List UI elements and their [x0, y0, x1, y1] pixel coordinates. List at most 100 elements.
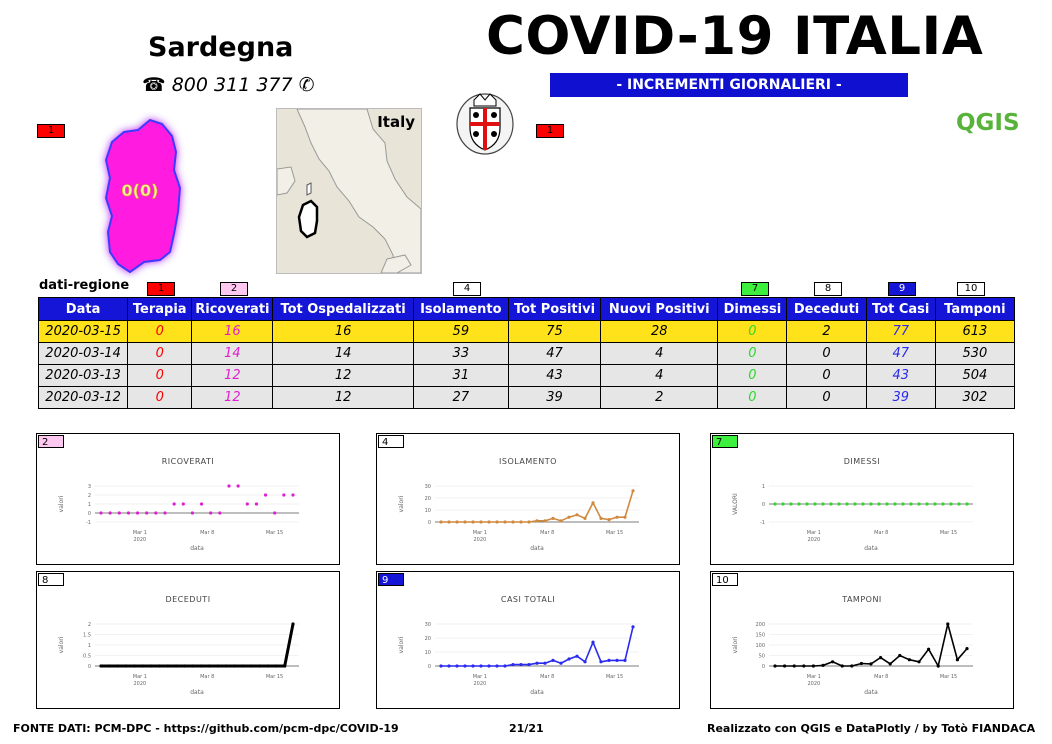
- col-header-terapia: Terapia: [127, 297, 193, 321]
- data-point: [503, 520, 507, 524]
- y-tick-label: 0: [88, 664, 91, 670]
- data-point: [224, 664, 228, 668]
- data-point: [957, 502, 961, 506]
- chart-deceduti: 8 DECEDUTI 2 1.5 1 0.5 0 valori Mar 1 2020 Mar 8 Ma…: [36, 571, 340, 709]
- cell-ricoverati: 12: [191, 364, 274, 387]
- cell-tot-ospedalizzati: 12: [272, 386, 414, 409]
- footer-credits: Realizzato con QGIS e DataPlotly / by To…: [707, 722, 1036, 735]
- data-point: [885, 502, 889, 506]
- terapia-badge-right: 1: [536, 124, 564, 138]
- data-point: [789, 502, 793, 506]
- data-point: [859, 661, 863, 666]
- table-caption: dati-regione: [39, 278, 130, 293]
- badge-isolamento: 4: [453, 282, 481, 296]
- col-header-dimessi: Dimessi: [717, 297, 788, 321]
- cell-dimessi: 0: [717, 386, 788, 409]
- y-tick-label: 20: [425, 496, 431, 502]
- footer-page-number: 21/21: [509, 722, 544, 735]
- x-tick-label: Mar 8: [200, 674, 214, 680]
- cell-tot-casi: 77: [865, 320, 936, 343]
- y-tick-label: -1: [86, 520, 91, 526]
- cell-deceduti: 0: [786, 342, 867, 365]
- data-point: [535, 661, 539, 665]
- chart-title: CASI TOTALI: [501, 595, 555, 604]
- data-point: [925, 502, 929, 506]
- y-tick-label: 2: [88, 493, 91, 499]
- data-point: [479, 664, 483, 668]
- x-tick-label: Mar 1: [133, 530, 147, 536]
- data-point: [949, 502, 953, 506]
- data-point: [149, 664, 153, 668]
- data-point: [917, 660, 921, 664]
- cell-nuovi-positivi: 28: [600, 320, 719, 343]
- x-tick-label: 2020: [808, 681, 821, 687]
- data-point: [145, 511, 149, 515]
- data-point: [615, 515, 619, 519]
- x-tick-label: 2020: [474, 681, 487, 687]
- data-point: [631, 625, 635, 629]
- cell-tot-ospedalizzati: 16: [272, 320, 414, 343]
- data-point: [559, 519, 563, 523]
- cell-tamponi: 530: [934, 342, 1016, 365]
- data-point: [141, 664, 145, 668]
- cell-ricoverati: 16: [191, 320, 274, 343]
- data-point: [805, 502, 809, 506]
- data-point: [199, 664, 203, 668]
- chart-title: DECEDUTI: [165, 595, 210, 604]
- data-point: [869, 502, 873, 506]
- x-tick-label: Mar 15: [266, 674, 283, 680]
- data-point: [599, 516, 603, 520]
- data-point: [802, 664, 806, 668]
- data-point: [258, 664, 262, 668]
- y-tick-label: 0: [428, 520, 431, 526]
- data-point: [551, 658, 555, 662]
- data-point: [933, 502, 937, 506]
- data-point: [254, 502, 259, 506]
- badge-totcasi: 9: [888, 282, 916, 296]
- data-point: [583, 660, 587, 664]
- region-data-table: Data Terapia Ricoverati Tot Ospedalizzat…: [37, 297, 1016, 409]
- cell-tamponi: 302: [934, 386, 1016, 409]
- data-point: [907, 658, 911, 662]
- data-point: [266, 664, 270, 668]
- chart-badge: 2: [38, 435, 64, 448]
- data-point: [245, 502, 249, 506]
- col-header-nuovi-positivi: Nuovi Positivi: [600, 297, 719, 321]
- cell-nuovi-positivi: 4: [600, 342, 719, 365]
- data-point: [163, 511, 167, 515]
- footer-source: FONTE DATI: PCM-DPC - https://github.com…: [13, 722, 399, 735]
- data-point: [132, 664, 136, 668]
- y-tick-label: 2: [88, 622, 91, 628]
- data-point: [965, 502, 969, 506]
- cell-ricoverati: 12: [191, 386, 274, 409]
- chart-badge: 4: [378, 435, 404, 448]
- data-point: [283, 664, 287, 668]
- data-point: [869, 662, 873, 666]
- region-value-label: 0(0): [122, 181, 159, 200]
- cell-data: 2020-03-14: [37, 342, 129, 365]
- data-point: [154, 511, 158, 515]
- chart-title: ISOLAMENTO: [499, 457, 557, 466]
- data-point: [877, 502, 881, 506]
- y-tick-label: 200: [755, 622, 765, 628]
- phone-number: ☎ 800 311 377 ✆: [142, 74, 315, 96]
- chart-dimessi: 7 DIMESSI 1 0 -1 VALORI Mar 1 2020 Mar 8 Mar 15 da…: [710, 433, 1014, 565]
- table-row: 2020-03-12 0 12 12 27 39 2 0 0 39 302: [37, 386, 1016, 409]
- data-point: [527, 663, 531, 667]
- data-point: [946, 622, 950, 626]
- data-point: [99, 511, 103, 515]
- col-header-isolamento: Isolamento: [412, 297, 509, 321]
- cell-terapia: 0: [127, 364, 193, 387]
- x-tick-label: Mar 1: [133, 674, 147, 680]
- data-point: [455, 520, 459, 524]
- data-point: [773, 664, 777, 668]
- data-point: [439, 520, 443, 524]
- data-point: [551, 516, 555, 520]
- chart-badge: 7: [712, 435, 738, 448]
- table-row: 2020-03-14 0 14 14 33 47 4 0 0 47 530: [37, 342, 1016, 365]
- data-point: [236, 484, 240, 488]
- x-tick-label: Mar 15: [940, 674, 957, 680]
